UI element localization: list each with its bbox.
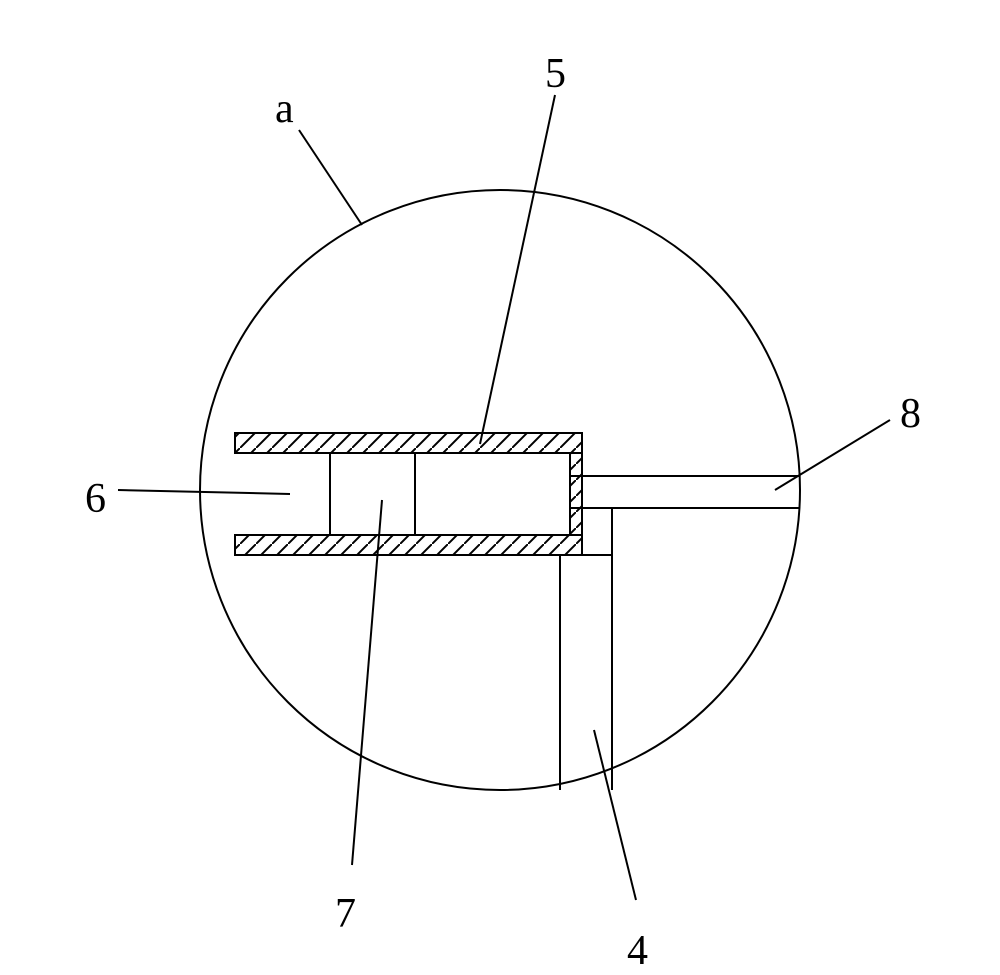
label-a: a <box>275 85 294 133</box>
label-8: 8 <box>900 390 921 438</box>
label-7: 7 <box>335 890 356 938</box>
diagram-canvas: a 5 8 6 7 4 <box>0 0 1000 963</box>
label-5: 5 <box>545 50 566 98</box>
label-6: 6 <box>85 475 106 523</box>
diagram-svg <box>0 0 1000 963</box>
label-4: 4 <box>627 927 648 975</box>
